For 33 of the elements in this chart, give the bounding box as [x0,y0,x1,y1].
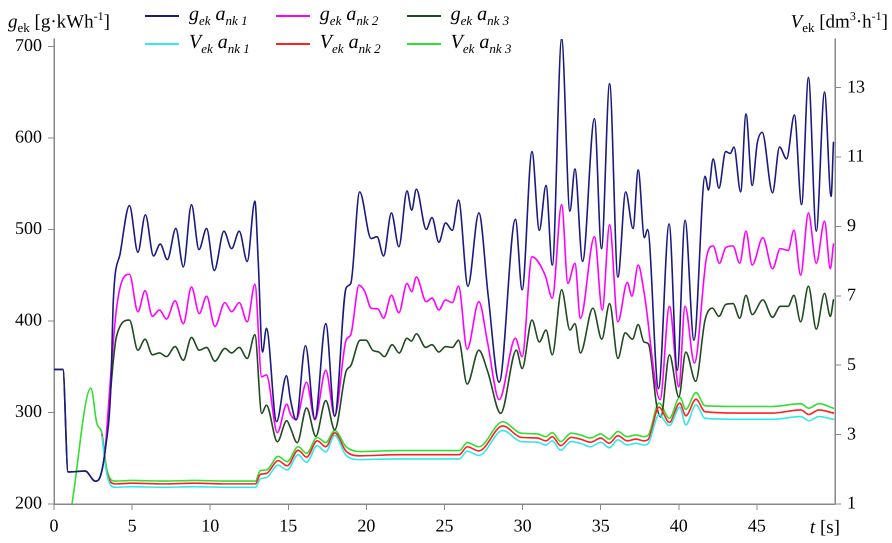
y2-tick-label: 9 [847,215,856,236]
x-tick-label: 45 [748,516,766,536]
x-tick-label: 30 [514,516,532,536]
legend-label: V$_{ek}$ a$_{nk 1}$ [189,31,250,57]
legend-label: V$_{ek}$ a$_{nk 2}$ [320,31,381,57]
x-tick-label: 40 [670,516,688,536]
legend-label: V$_{ek}$ a$_{nk 3}$ [450,31,512,57]
x-tick-label: 35 [592,516,610,536]
x-tick-label: 25 [436,516,454,536]
y-tick-label: 300 [15,401,42,422]
y-tick-label: 400 [15,310,42,330]
y-tick-label: 700 [15,35,42,56]
y2-tick-label: 13 [847,76,865,96]
y-tick-label: 600 [15,126,42,147]
legend-label: g$_{ek}$ a$_{nk 3}$ [450,3,510,29]
legend-label: g$_{ek}$ a$_{nk 1}$ [189,3,248,29]
x-tick-label: 5 [128,516,137,536]
y2-axis-title: V$_{ek}$ [dm$^{3}$·h$^{-1}$] [790,9,888,36]
x-tick-label: 15 [279,516,298,536]
y2-tick-label: 5 [847,354,856,374]
line-series [71,387,834,504]
legend-label: g$_{ek}$ a$_{nk 2}$ [320,3,378,29]
y2-tick-label: 11 [847,146,864,166]
x-tick-label: 20 [357,516,376,536]
y-axis-title: g$_{ek}$ [g·kWh$^{-1}$] [8,9,110,36]
y-tick-label: 500 [15,218,42,238]
y2-tick-label: 1 [847,492,856,513]
x-axis-title: t [s] [810,517,840,538]
y2-tick-label: 3 [847,423,856,444]
x-tick-label: 10 [201,516,220,536]
y2-tick-label: 7 [847,284,856,305]
y-tick-label: 200 [15,492,42,513]
x-tick-label: 0 [50,516,58,536]
